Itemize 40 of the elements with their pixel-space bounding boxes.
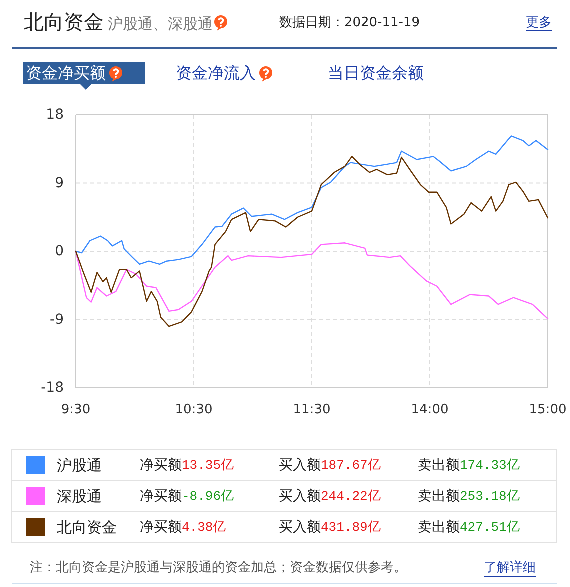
text: 431.89亿 — [321, 520, 381, 535]
y-tick-label: -9 — [50, 312, 64, 328]
x-tick-label: 14:00 — [411, 402, 449, 418]
text: 卖出额 — [418, 520, 460, 536]
text: 13.35亿 — [182, 458, 234, 473]
text: 注：北向资金是沪股通与深股通的资金加总；资金数据仅供参考。 — [30, 560, 407, 576]
text: 4.38亿 — [182, 520, 226, 535]
text: 资金净买额 — [26, 64, 106, 82]
text: 174.33亿 — [460, 458, 520, 473]
text: 净买额 — [140, 488, 182, 504]
chart-subtitle: 沪股通、深股通 — [108, 15, 213, 33]
text: 买入额 — [279, 488, 321, 504]
x-tick-label: 15:00 — [529, 402, 567, 418]
text: 244.22亿 — [321, 489, 381, 504]
text: 卖出额 — [418, 488, 460, 504]
text: 更多 — [526, 16, 552, 30]
y-tick-label: 9 — [55, 175, 64, 192]
legend-label: 深股通 — [57, 488, 102, 506]
x-tick-label: 11:30 — [293, 402, 331, 418]
text: 187.67亿 — [321, 458, 381, 473]
text: 净买额 — [140, 520, 182, 536]
text: 卖出额 — [418, 458, 460, 474]
text: 253.18亿 — [460, 489, 520, 504]
legend-label: 沪股通 — [57, 456, 102, 474]
chart-title: 北向资金 — [24, 10, 104, 34]
text: 买入额 — [279, 458, 321, 474]
y-tick-label: 18 — [46, 107, 64, 123]
text: 当日资金余额 — [328, 64, 424, 82]
text: -8.96亿 — [182, 489, 234, 504]
y-tick-label: 0 — [55, 244, 64, 260]
text: 买入额 — [279, 520, 321, 536]
x-tick-label: 9:30 — [61, 402, 91, 418]
legend-label: 北向资金 — [57, 518, 117, 536]
text: 数据日期：2020-11-19 — [279, 16, 420, 30]
text: 427.51亿 — [460, 520, 520, 535]
text: 资金净流入 — [176, 64, 256, 82]
text: 了解详细 — [484, 560, 536, 576]
x-tick-label: 10:30 — [175, 402, 213, 418]
y-tick-label: -18 — [41, 380, 64, 396]
text: 净买额 — [140, 458, 182, 474]
